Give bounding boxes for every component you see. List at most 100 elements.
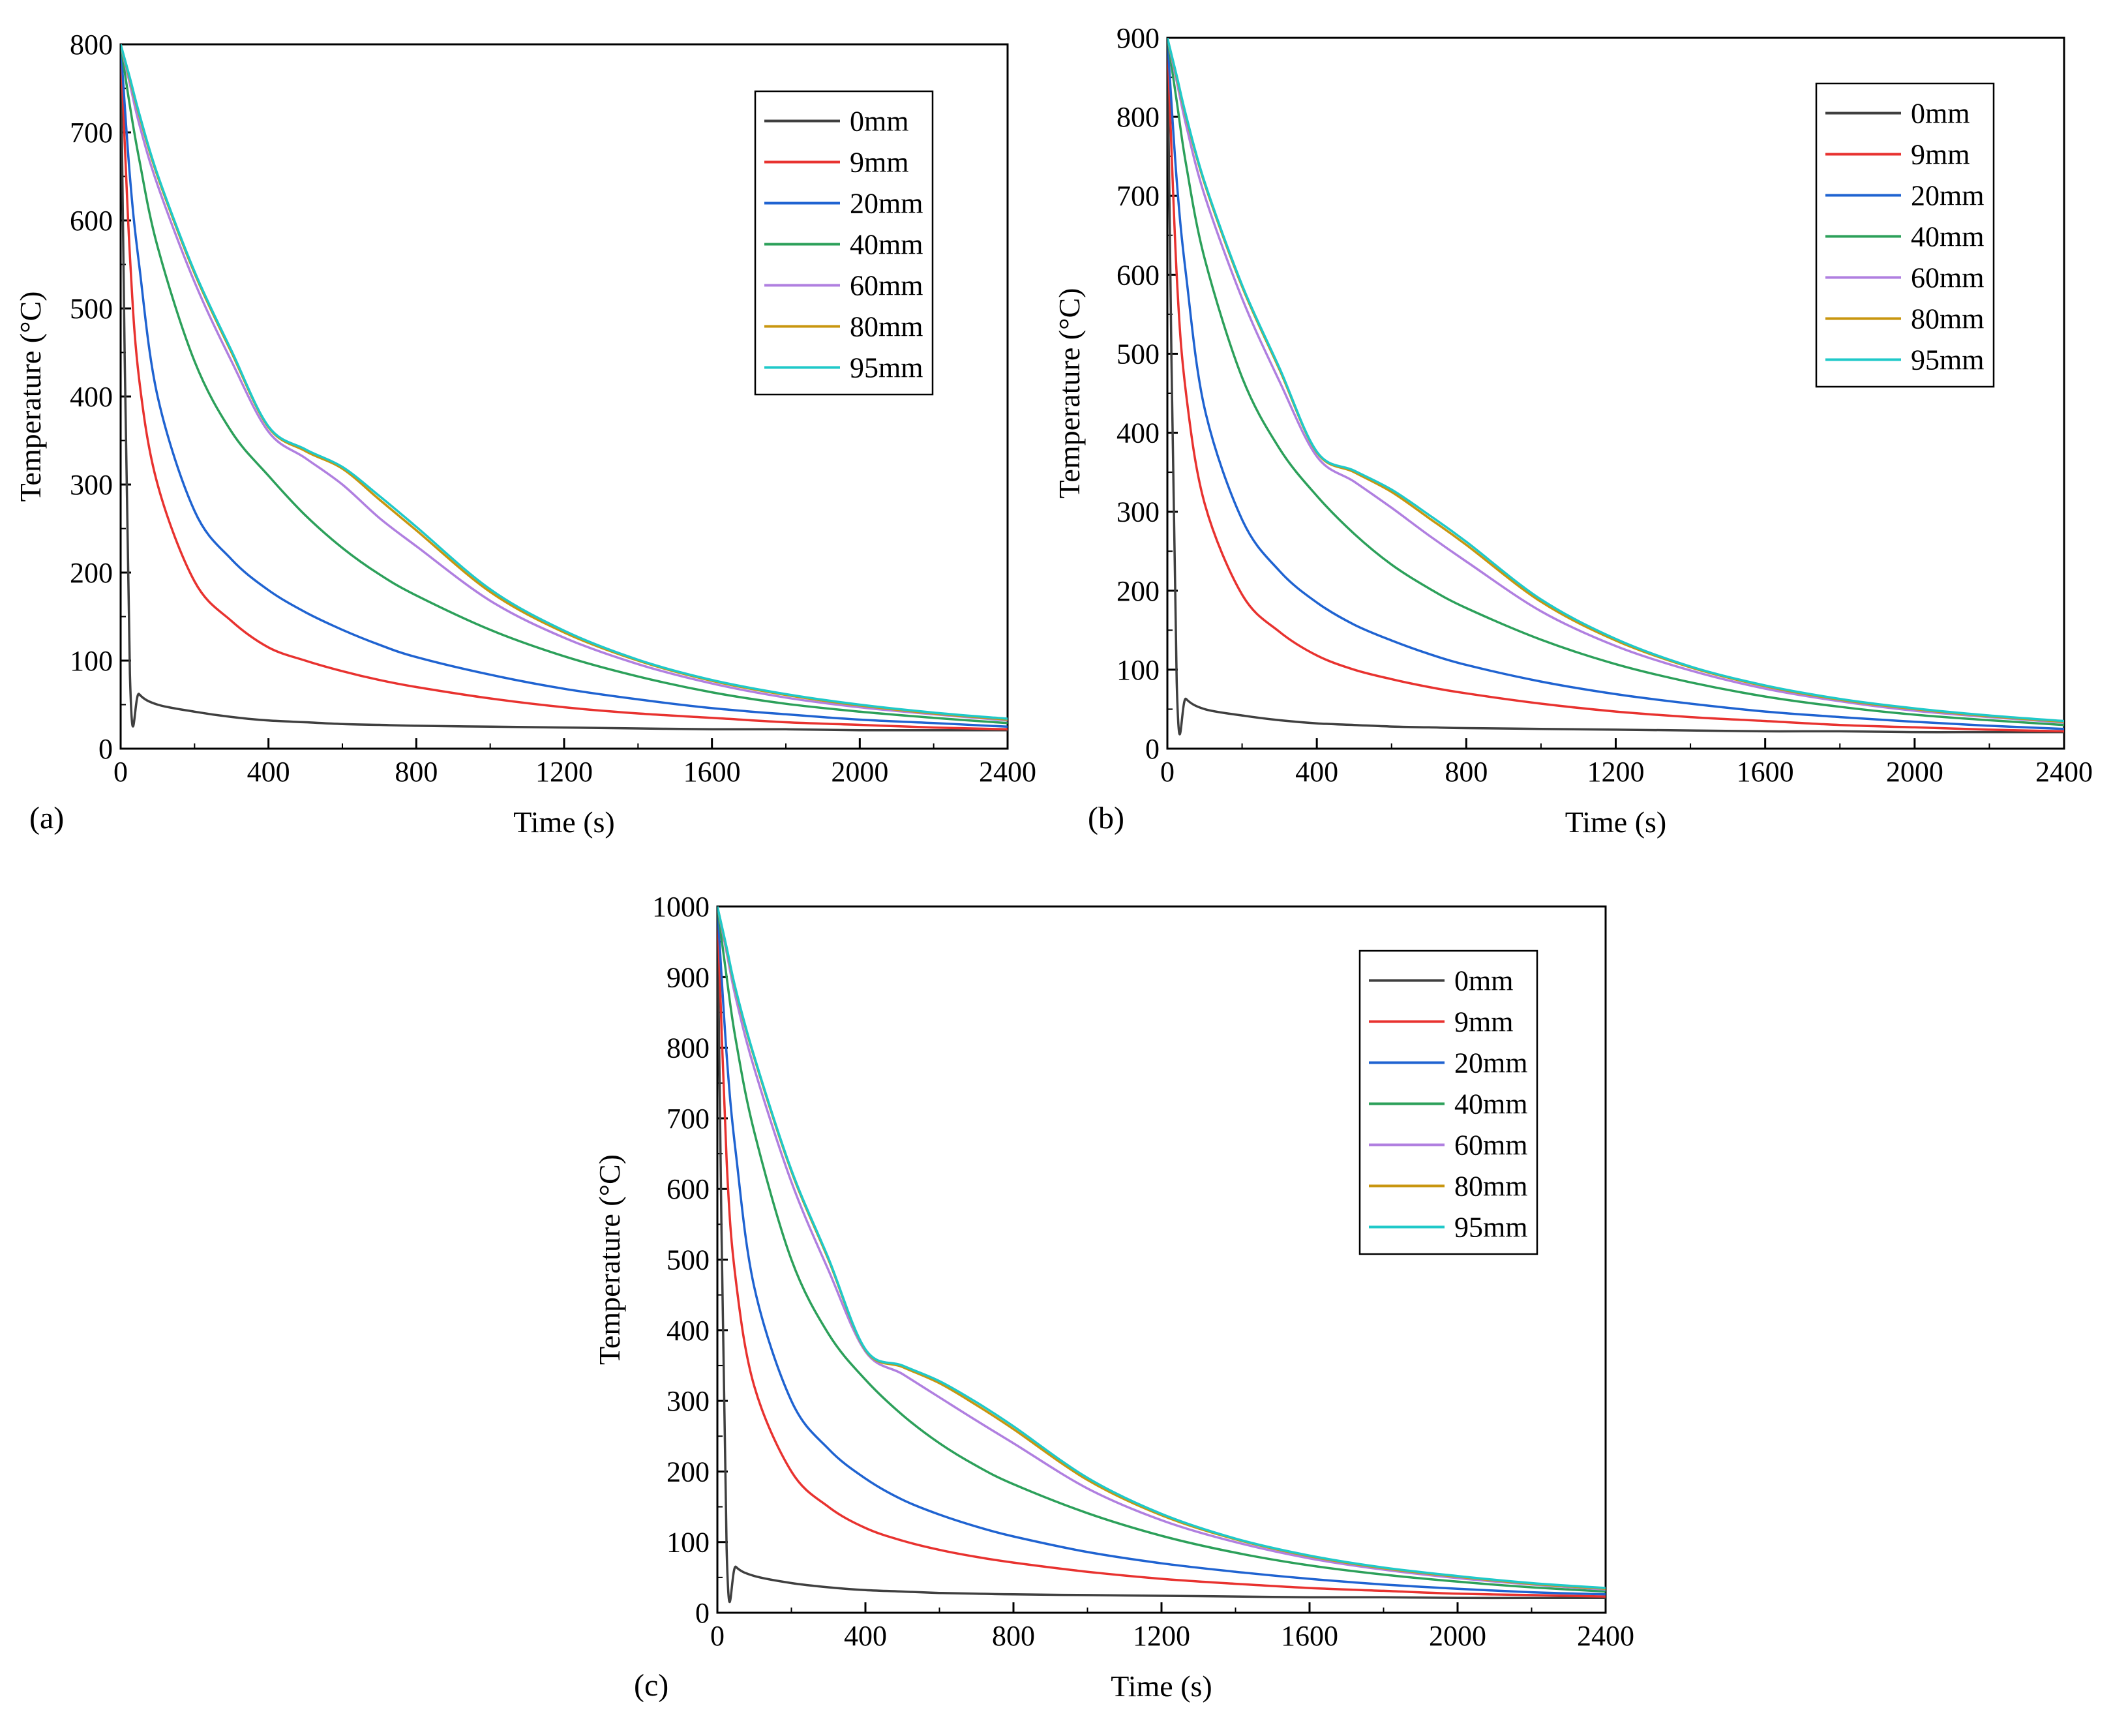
x-axis-title: Time (s) <box>1565 805 1667 839</box>
x-tick-label: 1600 <box>1281 1620 1338 1652</box>
legend-label-95mm: 95mm <box>1454 1212 1527 1244</box>
y-tick-label: 400 <box>1116 417 1160 449</box>
x-tick-label: 800 <box>992 1620 1035 1652</box>
y-tick-label: 0 <box>1145 733 1160 765</box>
series-line-20mm <box>1167 38 2064 730</box>
y-tick-label: 300 <box>70 469 113 501</box>
legend-label-20mm: 20mm <box>1911 180 1984 212</box>
x-axis-title: Time (s) <box>513 805 615 839</box>
y-tick-label: 200 <box>70 557 113 589</box>
legend-label-9mm: 9mm <box>850 147 908 179</box>
x-tick-label: 0 <box>113 756 128 788</box>
y-tick-label: 500 <box>70 293 113 325</box>
x-tick-label: 0 <box>710 1620 725 1652</box>
y-tick-label: 1000 <box>652 891 710 923</box>
y-tick-label: 800 <box>70 29 113 61</box>
y-tick-label: 500 <box>1116 338 1160 370</box>
series-line-40mm <box>121 44 1008 725</box>
series-line-95mm <box>121 44 1008 720</box>
x-tick-label: 400 <box>247 756 290 788</box>
y-tick-label: 0 <box>98 733 113 765</box>
y-tick-label: 700 <box>667 1103 710 1135</box>
y-axis-title: Temperature (°C) <box>14 292 47 502</box>
series-line-9mm <box>1167 38 2064 733</box>
y-tick-label: 600 <box>70 205 113 237</box>
y-tick-label: 400 <box>667 1315 710 1347</box>
legend-label-0mm: 0mm <box>1911 98 1970 130</box>
panel-label: (c) <box>634 1668 668 1703</box>
x-tick-label: 400 <box>844 1620 887 1652</box>
series-line-95mm <box>1167 38 2064 723</box>
y-tick-label: 600 <box>1116 259 1160 291</box>
x-axis-title: Time (s) <box>1111 1669 1212 1703</box>
legend-label-0mm: 0mm <box>1454 965 1513 997</box>
y-tick-label: 400 <box>70 381 113 413</box>
legend-label-80mm: 80mm <box>1454 1171 1527 1203</box>
y-tick-label: 900 <box>667 961 710 993</box>
series-line-0mm <box>717 906 1606 1604</box>
series-line-60mm <box>717 906 1606 1591</box>
y-tick-label: 300 <box>1116 496 1160 528</box>
series-line-9mm <box>717 906 1606 1598</box>
y-tick-label: 800 <box>1116 101 1160 133</box>
y-tick-label: 0 <box>695 1597 710 1629</box>
chart-panel-c: 0 400 800 1200 1600 2000 2400 0 100 200 300 400 500 6… <box>593 891 1634 1703</box>
legend-label-40mm: 40mm <box>850 229 923 261</box>
x-tick-label: 2400 <box>979 756 1036 788</box>
legend-label-95mm: 95mm <box>850 352 923 384</box>
x-tick-label: 800 <box>1445 756 1488 788</box>
y-tick-label: 100 <box>1116 654 1160 686</box>
x-tick-label: 2400 <box>1577 1620 1634 1652</box>
x-tick-label: 1600 <box>1737 756 1794 788</box>
series-line-0mm <box>1167 38 2064 736</box>
series-line-40mm <box>1167 38 2064 726</box>
y-tick-label: 300 <box>667 1385 710 1417</box>
series-line-20mm <box>717 906 1606 1596</box>
chart-panel-b: 0 400 800 1200 1600 2000 2400 0 100 200 300 400 500 6… <box>1053 22 2093 839</box>
legend-label-60mm: 60mm <box>850 270 923 302</box>
legend-label-0mm: 0mm <box>850 106 908 138</box>
y-axis-title: Temperature (°C) <box>1053 288 1086 499</box>
series-line-9mm <box>121 44 1008 731</box>
legend-label-40mm: 40mm <box>1911 221 1984 253</box>
x-tick-label: 400 <box>1295 756 1338 788</box>
legend-label-95mm: 95mm <box>1911 344 1984 376</box>
series-line-60mm <box>121 44 1008 722</box>
legend-label-20mm: 20mm <box>1454 1047 1527 1079</box>
y-tick-label: 700 <box>1116 180 1160 212</box>
x-tick-label: 1200 <box>535 756 593 788</box>
legend-label-80mm: 80mm <box>1911 303 1984 335</box>
series-line-95mm <box>717 906 1606 1589</box>
legend-label-20mm: 20mm <box>850 188 923 220</box>
y-tick-label: 200 <box>667 1456 710 1488</box>
x-tick-label: 1600 <box>683 756 741 788</box>
x-tick-label: 1200 <box>1133 1620 1190 1652</box>
series-line-0mm <box>121 44 1008 732</box>
series-line-40mm <box>717 906 1606 1593</box>
y-tick-label: 100 <box>70 645 113 677</box>
x-tick-label: 2000 <box>1429 1620 1486 1652</box>
y-tick-label: 500 <box>667 1244 710 1276</box>
x-tick-label: 0 <box>1160 756 1175 788</box>
legend-label-60mm: 60mm <box>1454 1130 1527 1161</box>
y-tick-label: 800 <box>667 1032 710 1064</box>
y-tick-label: 200 <box>1116 575 1160 607</box>
legend-label-9mm: 9mm <box>1911 139 1970 171</box>
y-tick-label: 100 <box>667 1527 710 1559</box>
x-tick-label: 800 <box>395 756 438 788</box>
x-tick-label: 1200 <box>1587 756 1645 788</box>
y-tick-label: 900 <box>1116 22 1160 54</box>
series-line-20mm <box>121 44 1008 728</box>
legend-label-60mm: 60mm <box>1911 262 1984 294</box>
chart-panel-a: 0 400 800 1200 1600 2000 2400 0 100 200 300 400 500 6… <box>14 29 1036 839</box>
legend-label-80mm: 80mm <box>850 311 923 343</box>
legend-label-9mm: 9mm <box>1454 1006 1513 1038</box>
panel-label: (b) <box>1088 801 1124 835</box>
y-axis-title: Temperature (°C) <box>593 1154 626 1365</box>
panel-label: (a) <box>29 801 64 835</box>
series-line-60mm <box>1167 38 2064 724</box>
legend-label-40mm: 40mm <box>1454 1088 1527 1120</box>
x-tick-label: 2000 <box>1886 756 1943 788</box>
x-tick-label: 2000 <box>831 756 888 788</box>
